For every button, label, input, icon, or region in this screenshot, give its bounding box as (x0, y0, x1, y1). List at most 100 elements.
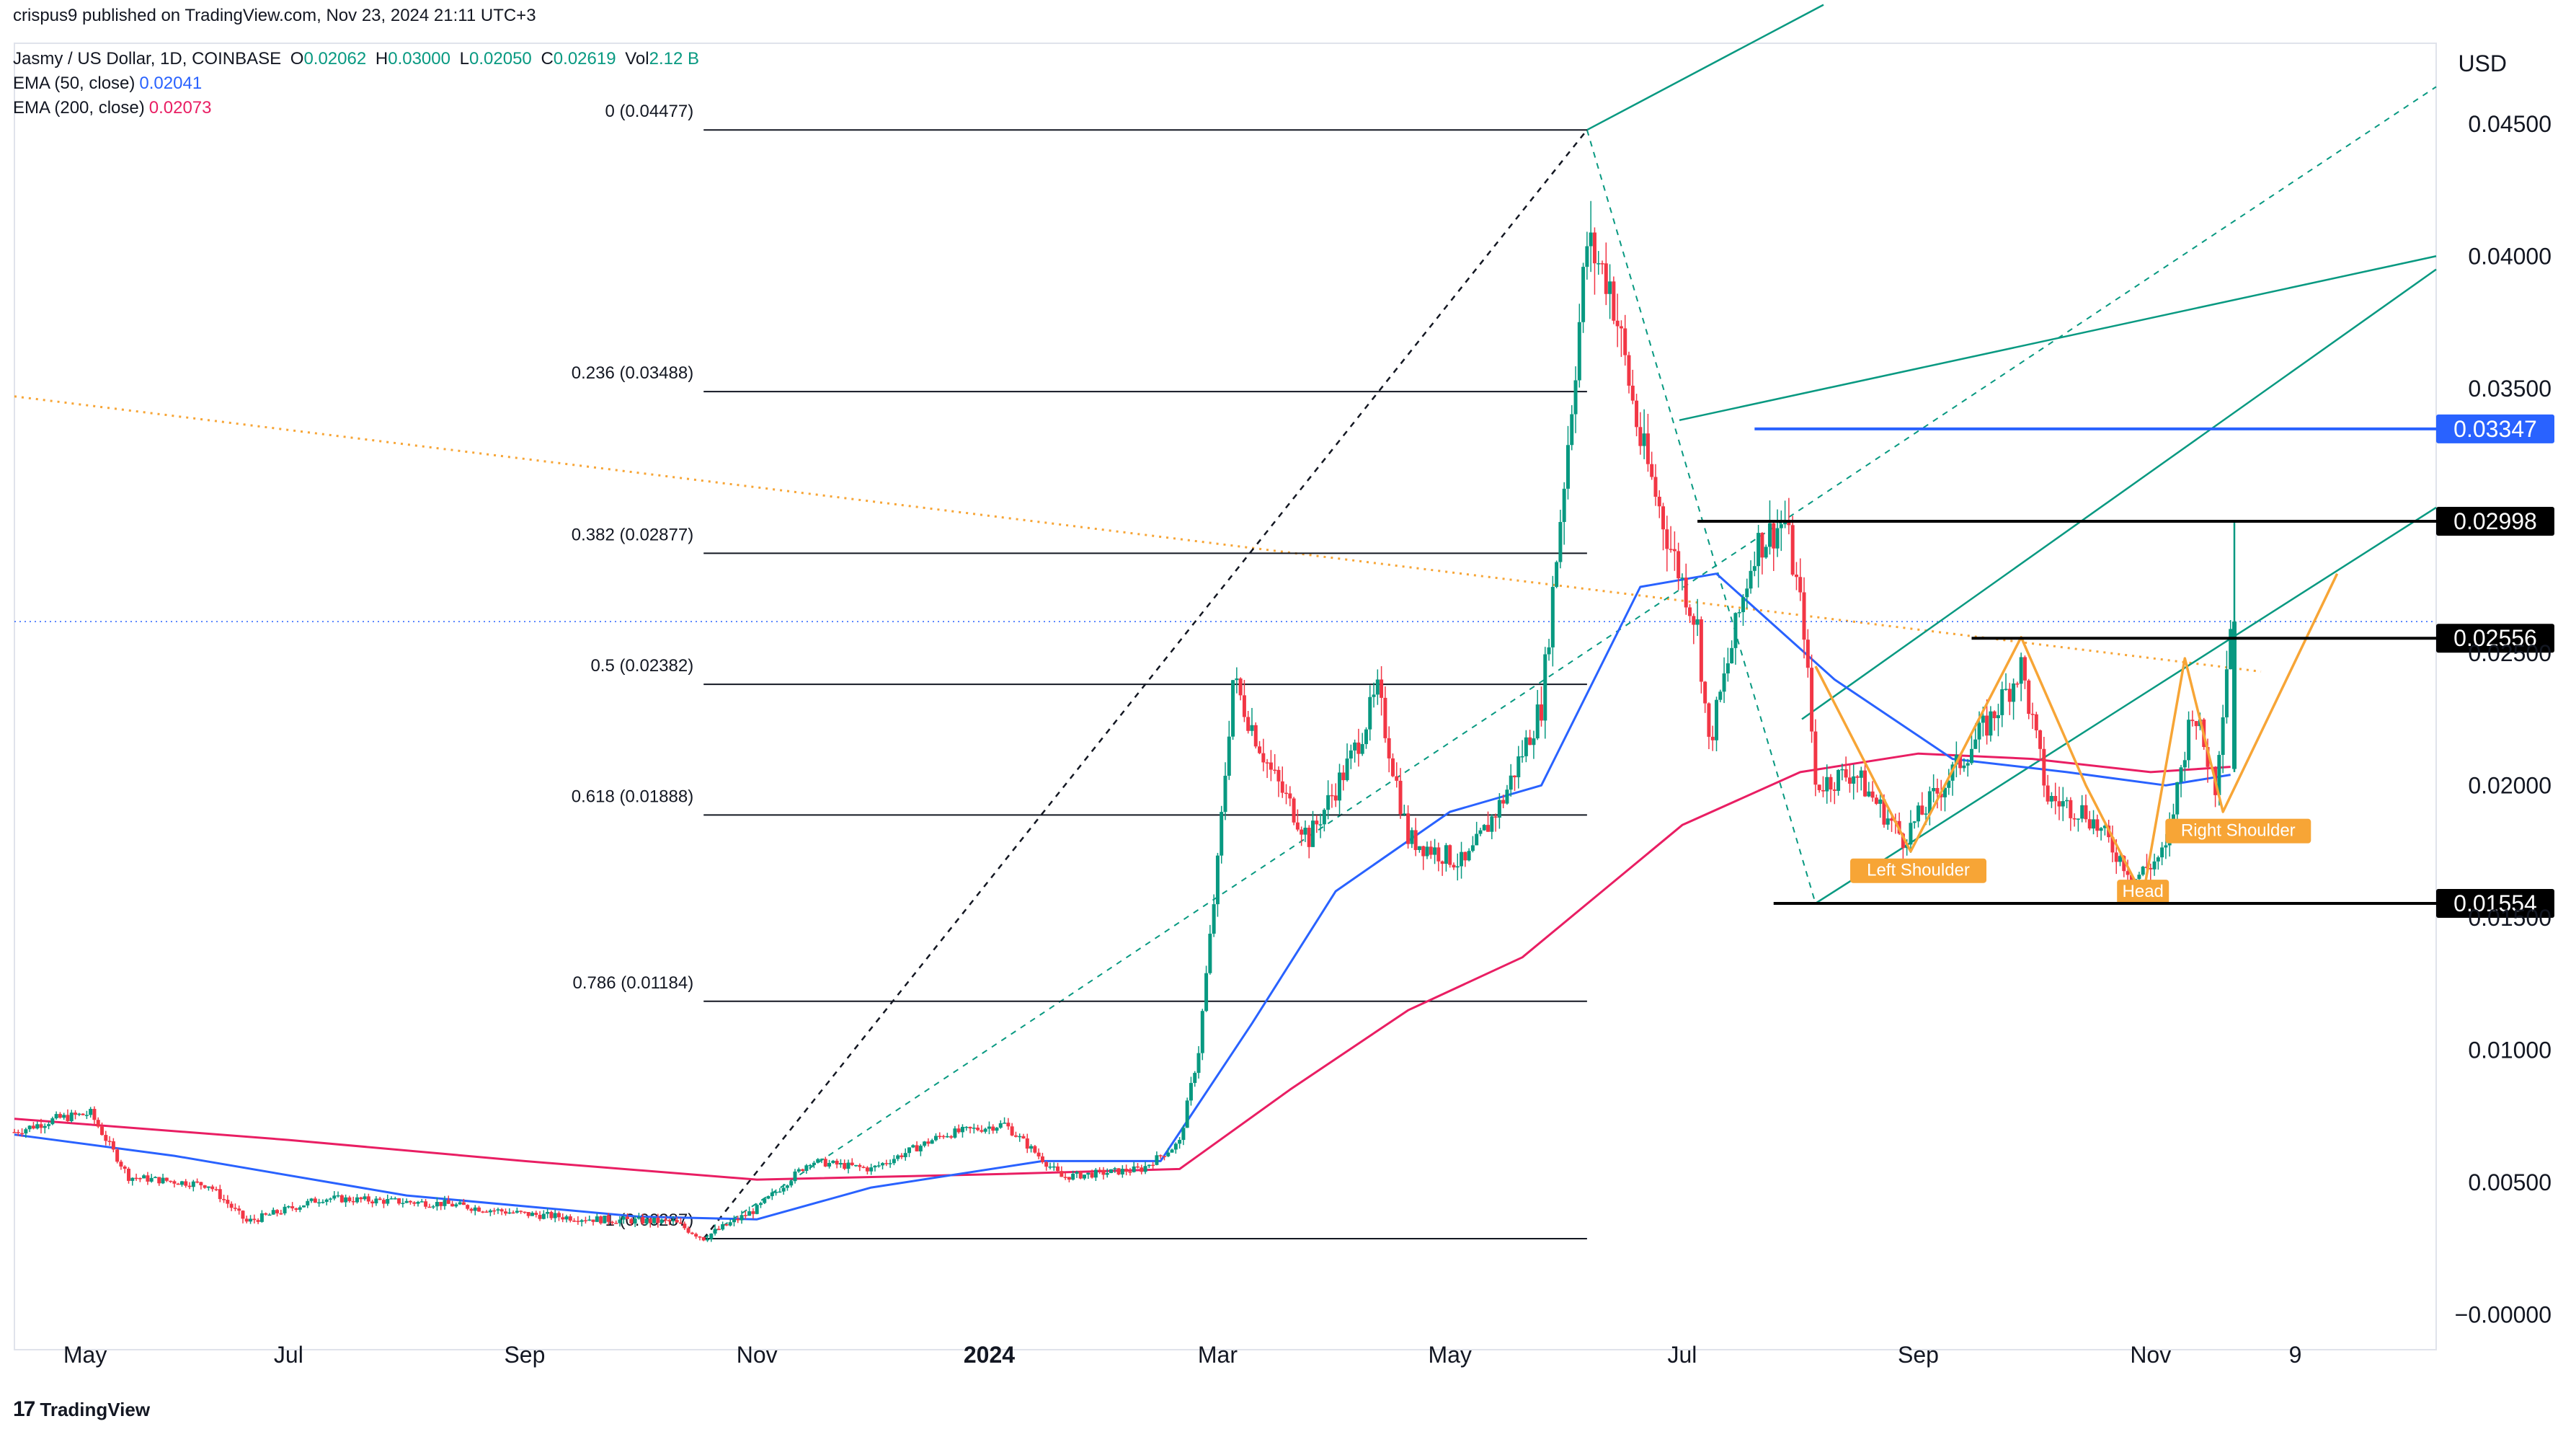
candle-body (519, 1211, 523, 1212)
candle-body (1562, 488, 1566, 522)
candle-body (648, 1218, 652, 1224)
candle-body (2000, 689, 2004, 715)
candle-body (381, 1200, 386, 1204)
candle-body (774, 1192, 778, 1193)
candle-body (473, 1207, 477, 1211)
candle-body (1436, 847, 1441, 862)
candle-body (2004, 689, 2008, 690)
candle-body (1185, 1100, 1189, 1128)
candle-body (1170, 1149, 1174, 1153)
tradingview-footer[interactable]: 17 TradingView (13, 1397, 150, 1422)
candle-body (930, 1140, 934, 1144)
candle-body (915, 1145, 919, 1151)
candle-body (998, 1123, 1003, 1128)
pattern-label-box (1850, 858, 1987, 883)
candle-body (1520, 756, 1524, 758)
candle-body (907, 1147, 912, 1154)
candle-body (2122, 856, 2126, 872)
candle-body (1958, 754, 1963, 769)
candle-body (2084, 805, 2088, 820)
candle-body (2072, 818, 2077, 820)
candle-body (1280, 781, 1284, 793)
candle-body (1010, 1126, 1014, 1136)
fibonacci-retracement[interactable]: 0 (0.04477) 0.236 (0.03488) 0.382 (0.02877… (572, 102, 1587, 1239)
y-tick-label: 0.04500 (2468, 111, 2551, 137)
candle-body (583, 1220, 587, 1221)
candle-body (1596, 263, 1601, 265)
candle-body (1867, 791, 1871, 797)
candle-body (1623, 328, 1627, 355)
candle-body (1749, 570, 1753, 589)
candle-body (229, 1203, 234, 1208)
candle-body (835, 1160, 839, 1165)
candle-body (2061, 801, 2065, 807)
candle-body (2080, 805, 2084, 819)
pattern-label: Left Shoulder (1867, 861, 1970, 880)
candle-body (679, 1222, 683, 1224)
candle-body (747, 1211, 752, 1216)
candle-body (576, 1221, 580, 1222)
fib-level-label: 0.5 (0.02382) (590, 656, 693, 676)
candle-body (1847, 777, 1852, 784)
candle-body (1954, 754, 1958, 765)
head-and-shoulders-pattern[interactable]: Left Shoulder Head Right Shoulder (1814, 572, 2339, 905)
symbol-legend: Jasmy / US Dollar, 1D, COINBASE O0.02062… (13, 49, 703, 69)
candle-body (869, 1167, 874, 1172)
candle-body (134, 1177, 138, 1180)
candle-body (370, 1201, 375, 1204)
candle-body (1276, 769, 1281, 782)
candle-body (976, 1128, 980, 1131)
candle-body (1878, 799, 1883, 804)
candle-body (408, 1200, 412, 1203)
candle-body (481, 1211, 485, 1213)
candle-body (2099, 828, 2103, 831)
horizontal-levels[interactable]: 0.03347 0.02998 0.02556 0.01554 (1697, 414, 2554, 918)
candle-body (838, 1163, 843, 1165)
candle-body (2110, 837, 2115, 853)
candle-body (1227, 736, 1231, 776)
candle-body (865, 1167, 869, 1172)
symbol-name: Jasmy / US Dollar, 1D, COINBASE (13, 49, 282, 68)
candle-body (294, 1208, 298, 1210)
candle-body (1455, 866, 1460, 868)
candle-body (1486, 825, 1491, 832)
candle-body (621, 1216, 626, 1220)
candle-body (1790, 525, 1795, 575)
candle-body (694, 1234, 698, 1237)
candle-body (2019, 657, 2023, 684)
currency-label[interactable]: USD (2458, 50, 2507, 76)
level-badge (2436, 414, 2554, 443)
candle-body (199, 1182, 203, 1185)
candle-body (1390, 758, 1395, 777)
candle-body (1570, 414, 1574, 446)
candle-body (2129, 875, 2133, 881)
candle-body (435, 1202, 439, 1207)
candle-body (283, 1206, 287, 1213)
candle-body (683, 1224, 687, 1229)
candle-body (176, 1183, 180, 1185)
candle-body (556, 1213, 561, 1218)
candle-body (275, 1210, 280, 1213)
candle-body (1589, 232, 1593, 247)
pitchfork-median (703, 86, 2437, 1239)
candle-body (2118, 856, 2123, 862)
candle-body (218, 1189, 222, 1200)
candle-body (888, 1163, 892, 1164)
candle-body (1710, 736, 1715, 740)
candle-body (831, 1160, 835, 1164)
candle-body (2217, 755, 2221, 795)
candle-body (1288, 793, 1292, 799)
candle-body (244, 1218, 249, 1222)
candle-body (412, 1202, 417, 1204)
candle-body (1490, 816, 1494, 832)
candle-body (1676, 551, 1681, 579)
candle-body (1661, 506, 1666, 530)
candle-body (58, 1114, 62, 1118)
candle-body (1295, 822, 1300, 830)
candle-body (81, 1113, 85, 1115)
candle-body (778, 1191, 782, 1193)
pitchfork-upper (1586, 4, 1824, 131)
candle-body (2194, 721, 2198, 727)
candle-body (2012, 683, 2016, 702)
